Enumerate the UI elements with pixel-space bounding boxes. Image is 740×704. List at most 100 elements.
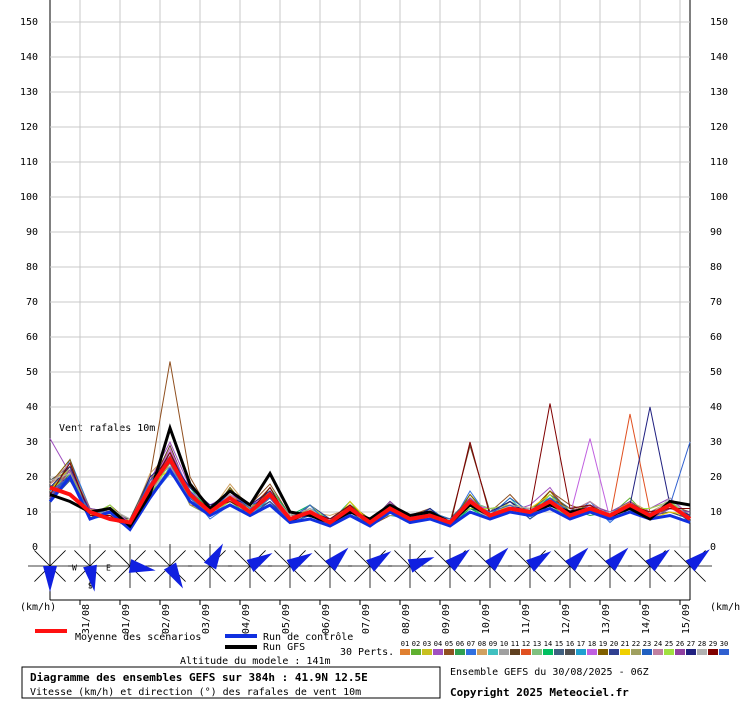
compass-spoke (634, 550, 651, 567)
compass-spoke (434, 550, 451, 567)
legend-label: Moyenne des scénarios (75, 631, 201, 643)
subtitle: Vitesse (km/h) et direction (°) des rafa… (30, 687, 361, 698)
wind-arrow (43, 566, 57, 592)
title: Diagramme des ensembles GEFS sur 384h : … (30, 671, 368, 684)
legend-swatch (466, 649, 476, 655)
compass-spoke (594, 565, 611, 582)
legend-label: 19 (599, 640, 607, 648)
wind-arrow (246, 553, 273, 573)
wind-arrow (525, 551, 552, 572)
x-tick-label: 01/09 (121, 604, 132, 634)
legend-label: Run GFS (263, 642, 305, 653)
legend-swatch (719, 649, 729, 655)
y-tick-label: 130 (20, 87, 38, 98)
y-tick-label: 0 (710, 542, 716, 553)
y-tick-label: 110 (710, 157, 728, 168)
legend-swatch (642, 649, 652, 655)
x-tick-label: 10/09 (481, 604, 492, 634)
legend-label: 21 (621, 640, 629, 648)
legend-swatch (543, 649, 553, 655)
compass-spoke (514, 565, 531, 582)
legend-label: Run de contrôle (263, 631, 353, 643)
compass-spoke (74, 550, 91, 567)
y-tick-label: 30 (26, 437, 38, 448)
y-tick-label: 10 (26, 507, 38, 518)
legend-label: 05 (445, 640, 453, 648)
altitude: Altitude du modele : 141m (180, 656, 331, 667)
compass-spoke (114, 565, 131, 582)
legend-swatch (477, 649, 487, 655)
compass-spoke (554, 565, 571, 582)
compass-spoke (89, 550, 106, 567)
y-tick-label: 50 (26, 367, 38, 378)
compass-spoke (354, 565, 371, 582)
x-tick-label: 15/09 (681, 604, 692, 634)
compass-spoke (394, 565, 411, 582)
compass-spoke (434, 565, 451, 582)
x-tick-label: 03/09 (201, 604, 212, 634)
legend-label: 02 (412, 640, 420, 648)
y-tick-label: 0 (32, 542, 38, 553)
compass-spoke (314, 565, 331, 582)
x-tick-label: 09/09 (441, 604, 452, 634)
x-tick-label: 11/09 (521, 604, 532, 634)
legend-label: 08 (478, 640, 486, 648)
compass-spoke (514, 550, 531, 567)
wind-arrow (286, 553, 313, 573)
y-tick-label: 120 (710, 122, 728, 133)
y-tick-label: 70 (26, 297, 38, 308)
legend-swatch (565, 649, 575, 655)
legend-label: 30 (720, 640, 728, 648)
legend-label: 28 (698, 640, 706, 648)
legend-label: 25 (665, 640, 673, 648)
legend-swatch (400, 649, 410, 655)
legend-label: 24 (654, 640, 662, 648)
compass-spoke (674, 565, 691, 582)
legend-swatch (587, 649, 597, 655)
legend-swatch (708, 649, 718, 655)
legend-label: 15 (555, 640, 563, 648)
x-tick-label: 08/09 (401, 604, 412, 634)
wind-arrow (645, 549, 670, 572)
y-tick-label: 150 (20, 17, 38, 28)
y-tick-label: 90 (710, 227, 722, 238)
legend-label: 20 (610, 640, 618, 648)
wind-arrow (325, 547, 349, 571)
wind-arrow (685, 549, 710, 572)
legend-swatch (499, 649, 509, 655)
legend-label: 12 (522, 640, 530, 648)
y-tick-label: 70 (710, 297, 722, 308)
compass-spoke (234, 550, 251, 567)
x-tick-label: 31/08 (81, 604, 92, 634)
wind-arrow (565, 547, 589, 571)
legend-swatch (631, 649, 641, 655)
wind-arrow (203, 543, 223, 570)
compass-spoke (169, 550, 186, 567)
wind-arrow (83, 564, 97, 592)
y-tick-label: 80 (710, 262, 722, 273)
run-info: Ensemble GEFS du 30/08/2025 - 06Z (450, 667, 649, 678)
legend-label: 11 (511, 640, 519, 648)
legend-swatch (686, 649, 696, 655)
y-tick-label: 60 (26, 332, 38, 343)
legend-swatch (664, 649, 674, 655)
legend-label: 18 (588, 640, 596, 648)
legend-swatch (697, 649, 707, 655)
legend-swatch (422, 649, 432, 655)
x-tick-label: 06/09 (321, 604, 332, 634)
legend-swatch (488, 649, 498, 655)
y-tick-label: 150 (710, 17, 728, 28)
legend-swatch (653, 649, 663, 655)
legend-label: 13 (533, 640, 541, 648)
y-tick-label: 130 (710, 87, 728, 98)
x-tick-label: 04/09 (241, 604, 252, 634)
legend-label: 29 (709, 640, 717, 648)
wind-arrow (365, 551, 392, 572)
legend-swatch (433, 649, 443, 655)
series-line (48, 467, 691, 532)
y-tick-label: 20 (26, 472, 38, 483)
y-tick-label: 100 (710, 192, 728, 203)
y-tick-label: 40 (710, 402, 722, 413)
